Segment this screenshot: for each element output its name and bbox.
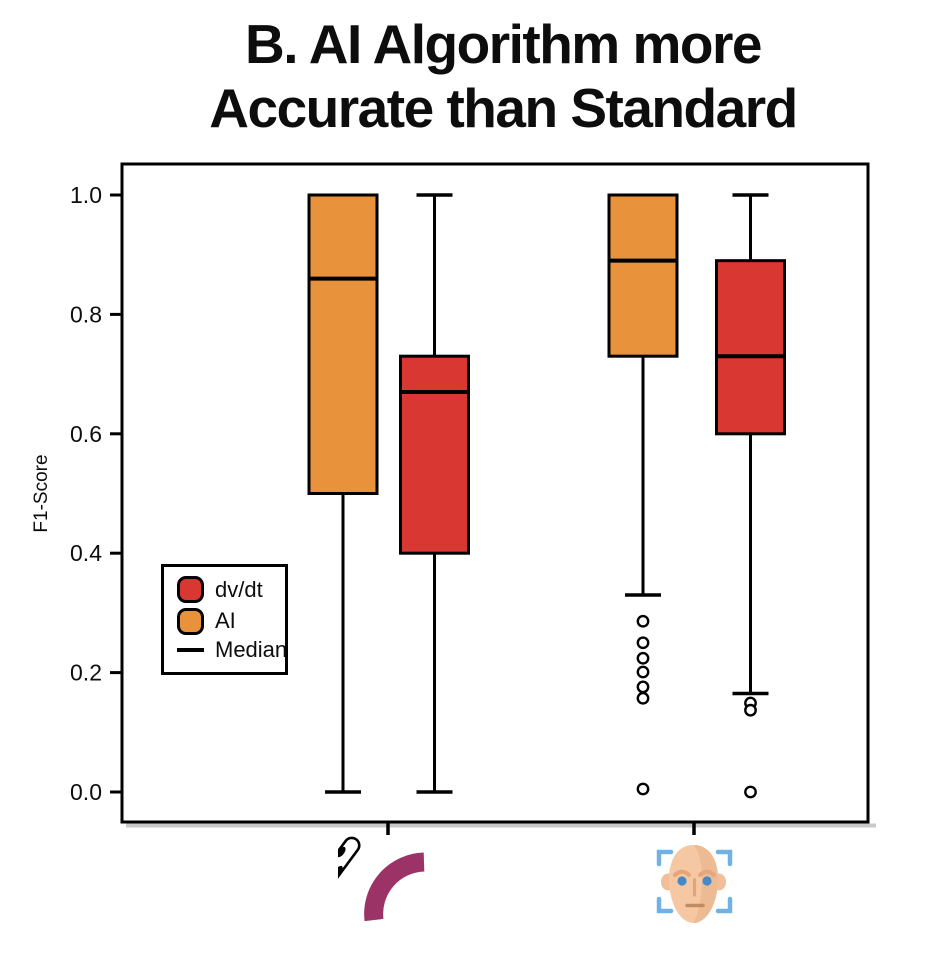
frame-shadow — [126, 823, 876, 828]
outlier-point — [636, 782, 650, 796]
y-tick-label: 0.2 — [70, 660, 102, 686]
box-catheter-ablation-AI — [307, 193, 379, 495]
outlier-point — [636, 680, 650, 694]
box-face-recognition-AI — [607, 193, 679, 358]
legend-label-dvdt: dv/dt — [215, 576, 263, 602]
median-line-icon — [177, 648, 204, 652]
catheter-ablation-icon — [338, 836, 425, 922]
outlier-point — [636, 636, 650, 650]
box-face-recognition-dvdt — [715, 259, 786, 436]
outlier-point — [636, 614, 650, 628]
face — [661, 845, 726, 923]
dvdt-swatch-icon — [177, 576, 204, 603]
detection-brackets — [656, 849, 733, 914]
ai-swatch-icon — [177, 607, 204, 635]
outlier-point — [636, 651, 650, 665]
legend-item-dvdt: dv/dt — [177, 576, 285, 603]
y-tick-label: 1.0 — [70, 182, 102, 208]
legend-label-ai: AI — [215, 608, 236, 633]
chart-title-line1: B. AI Algorithm more — [245, 13, 762, 75]
catheter-probe — [338, 836, 361, 893]
chart-title: B. AI Algorithm more Accurate than Stand… — [76, 12, 930, 140]
face-recognition-icon — [656, 845, 733, 923]
y-tick-label: 0.0 — [70, 779, 102, 805]
outlier-point — [636, 691, 650, 705]
plot-frame — [120, 162, 870, 824]
legend: dv/dt AI Median — [161, 564, 288, 675]
outlier-point — [744, 785, 757, 799]
outlier-point — [744, 703, 757, 717]
left-eye — [677, 876, 687, 886]
box-catheter-ablation-dvdt — [399, 354, 470, 555]
outlier-point — [636, 665, 650, 679]
legend-item-median: Median — [177, 637, 288, 662]
tissue-arc — [364, 852, 425, 922]
legend-label-median: Median — [215, 637, 288, 662]
legend-item-ai: AI — [177, 607, 285, 635]
y-tick-label: 0.4 — [70, 540, 102, 566]
y-axis-label: F1-Score — [31, 454, 52, 532]
right-eye — [702, 876, 712, 886]
chart-title-line2: Accurate than Standard — [209, 77, 798, 139]
y-tick-label: 0.8 — [70, 301, 102, 327]
y-tick-label: 0.6 — [70, 421, 102, 447]
